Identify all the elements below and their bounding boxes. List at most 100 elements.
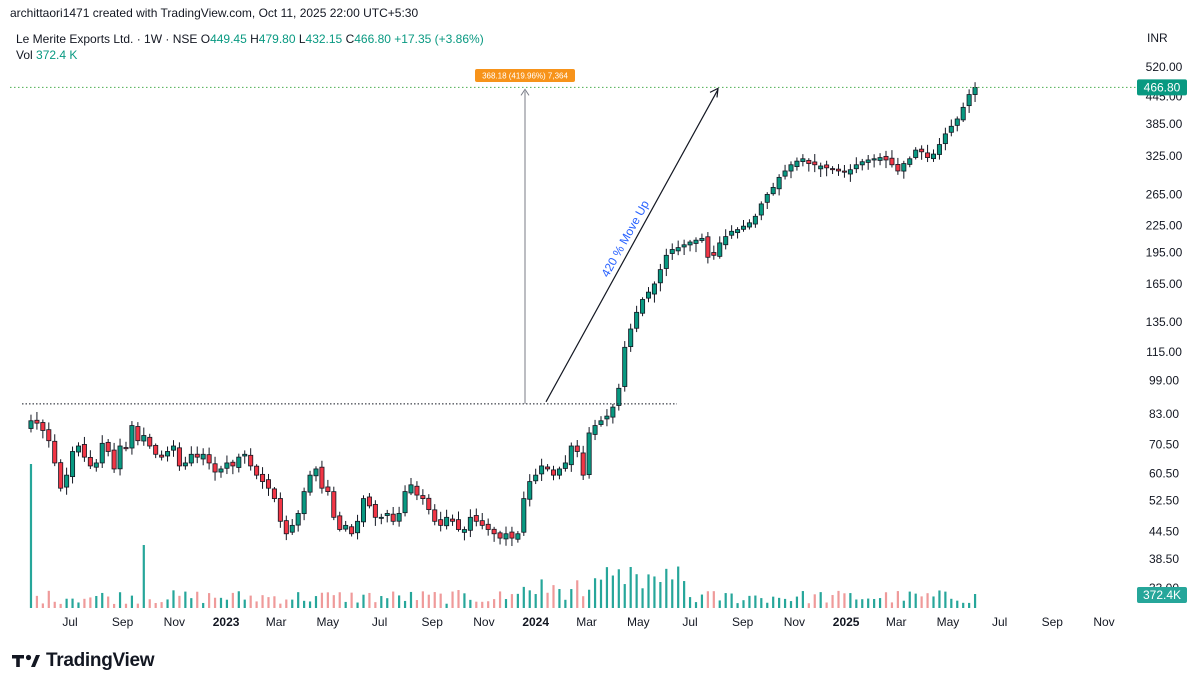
candle xyxy=(218,465,224,478)
candle xyxy=(331,486,337,521)
candle-body xyxy=(194,453,200,458)
symbol-title[interactable]: Le Merite Exports Ltd. · 1W · NSE xyxy=(16,32,198,46)
candle-body xyxy=(28,420,34,429)
candle xyxy=(907,156,913,168)
volume-bar xyxy=(427,594,430,608)
volume-bar xyxy=(101,592,104,608)
candle xyxy=(325,479,331,496)
volume-bar xyxy=(279,603,282,608)
volume-bar xyxy=(219,597,223,608)
candle-body xyxy=(640,299,646,314)
candle xyxy=(847,164,853,182)
candle xyxy=(408,477,414,496)
candle-body xyxy=(260,473,266,482)
candle xyxy=(651,281,657,303)
candle xyxy=(248,448,254,471)
candle xyxy=(663,248,669,277)
candle-body xyxy=(628,328,634,348)
volume-bar xyxy=(647,574,650,608)
candle-body xyxy=(319,466,325,489)
volume-bar xyxy=(314,596,318,608)
candle-body xyxy=(634,311,640,329)
candle-body xyxy=(343,524,349,530)
candle-body xyxy=(455,519,461,530)
candle xyxy=(545,464,551,472)
candle-body xyxy=(123,447,129,450)
y-tick-label: 38.50 xyxy=(1149,552,1179,566)
candle xyxy=(111,442,117,473)
volume-bar xyxy=(118,592,122,608)
candle xyxy=(628,323,634,352)
candle-body xyxy=(663,254,669,269)
candle-body xyxy=(919,148,925,153)
candle-body xyxy=(129,425,135,449)
candle-body xyxy=(841,170,847,173)
candle xyxy=(40,419,46,439)
candle xyxy=(165,446,171,462)
candle xyxy=(123,441,129,452)
candle xyxy=(355,514,361,540)
candle xyxy=(176,442,182,471)
candle xyxy=(616,383,622,411)
volume-bar xyxy=(629,566,632,608)
x-tick-label: Nov xyxy=(784,615,805,629)
candle xyxy=(758,201,764,221)
volume-bar xyxy=(700,594,704,608)
candle-body xyxy=(746,222,752,228)
candle-body xyxy=(764,194,770,203)
candle-body xyxy=(34,419,40,424)
volume-bar xyxy=(124,603,128,608)
candle-body xyxy=(687,241,693,246)
volume-bar xyxy=(231,592,234,608)
volume-bar xyxy=(588,589,591,608)
tradingview-logo[interactable]: TradingView xyxy=(12,650,155,672)
candle xyxy=(81,436,87,462)
volume-bar xyxy=(558,589,561,608)
volume-bar xyxy=(552,585,555,608)
candle-body xyxy=(200,453,206,460)
chart-legend: Le Merite Exports Ltd. · 1W · NSE O449.4… xyxy=(16,31,484,63)
volume-bar xyxy=(736,603,739,608)
candle-body xyxy=(390,513,396,522)
volume-bar xyxy=(77,602,80,608)
volume-bar xyxy=(944,591,947,608)
candle-body xyxy=(562,462,568,469)
candle xyxy=(147,433,153,449)
candle xyxy=(46,422,52,448)
volume-bar xyxy=(326,592,329,608)
candle-body xyxy=(212,463,218,473)
candle xyxy=(283,515,289,541)
candle-body xyxy=(438,519,444,526)
volume-bar xyxy=(611,575,614,608)
candle-body xyxy=(931,153,937,160)
volume-bar xyxy=(694,602,698,608)
candle xyxy=(200,448,206,466)
volume-bar xyxy=(671,579,674,608)
candle-body xyxy=(58,462,64,489)
candle-body xyxy=(331,491,337,518)
volume-bar xyxy=(261,595,264,608)
currency-label[interactable]: INR xyxy=(1147,31,1168,45)
volume-bar xyxy=(362,594,365,608)
candle xyxy=(948,119,954,137)
candle xyxy=(705,232,711,264)
candle-body xyxy=(515,533,521,540)
candle-body xyxy=(360,498,366,523)
candle xyxy=(384,509,390,523)
candle xyxy=(645,287,651,303)
candle-body xyxy=(574,445,580,452)
candle-body xyxy=(907,158,913,165)
candle xyxy=(366,493,372,509)
candle-body xyxy=(271,488,277,499)
candle-body xyxy=(81,444,87,458)
candle-body xyxy=(170,445,176,451)
volume-bar xyxy=(938,590,941,608)
candle-body xyxy=(883,155,889,161)
candle xyxy=(717,236,723,259)
candle xyxy=(105,439,111,457)
volume-bar xyxy=(160,602,163,608)
volume-bar xyxy=(884,592,888,608)
volume-bar xyxy=(754,595,757,608)
candle xyxy=(533,468,539,485)
